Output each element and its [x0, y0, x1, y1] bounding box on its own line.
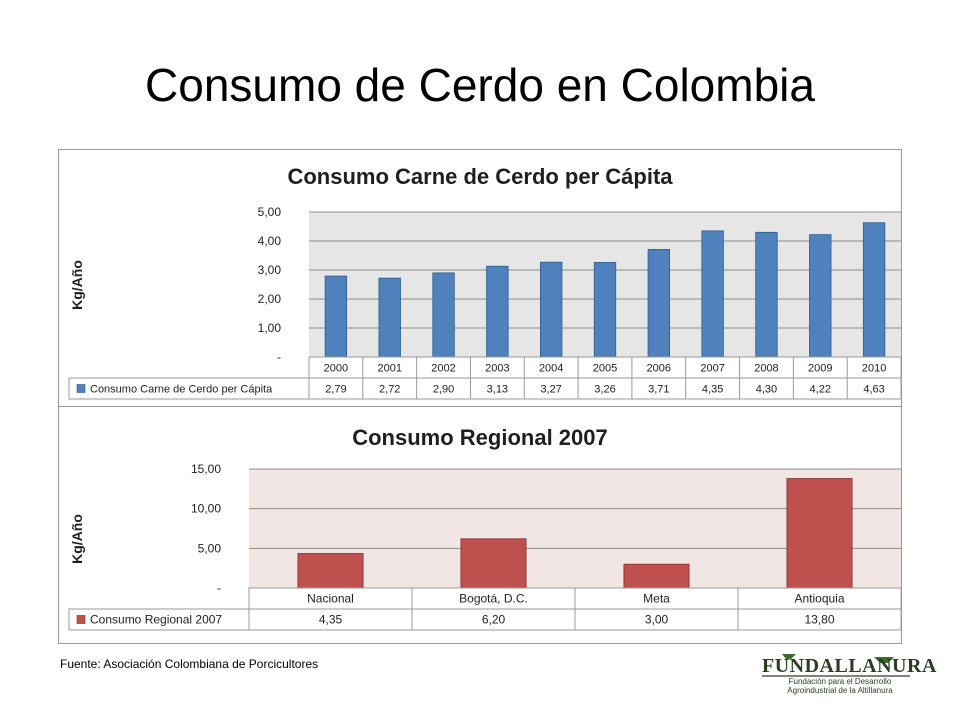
- bar: [378, 277, 401, 358]
- y-tick-label: 10,00: [191, 502, 221, 516]
- chart-title: Consumo Carne de Cerdo per Cápita: [287, 164, 673, 189]
- data-label: 4,30: [756, 384, 777, 396]
- category-label: 2003: [485, 363, 509, 375]
- category-label: Antioquia: [794, 592, 844, 606]
- legend-label: Consumo Carne de Cerdo per Cápita: [90, 384, 273, 396]
- logo-word: FUNDALLANURA: [762, 655, 937, 677]
- data-label: 2,90: [433, 384, 454, 396]
- data-label: 2,72: [379, 384, 400, 396]
- fundallanura-logo: FUNDALLANURA Fundación para el Desarroll…: [756, 653, 936, 699]
- y-tick-label: 3,00: [258, 263, 282, 277]
- bar: [862, 222, 886, 358]
- data-label: 13,80: [804, 613, 834, 627]
- category-label: 2010: [862, 363, 886, 375]
- y-tick-label: -: [217, 581, 221, 595]
- bar: [623, 563, 690, 589]
- category-label: 2001: [377, 363, 401, 375]
- logo-subtitle-line1: Fundación para el Desarrollo: [788, 677, 892, 686]
- category-label: Nacional: [307, 592, 354, 606]
- bar: [647, 249, 670, 358]
- data-label: 3,27: [540, 384, 561, 396]
- y-tick-label: 5,00: [258, 205, 282, 219]
- y-tick-label: 15,00: [191, 462, 221, 476]
- legend-key: [76, 615, 86, 624]
- logo-subtitle: Fundación para el Desarrollo Agroindustr…: [770, 677, 910, 695]
- source-note: Fuente: Asociación Colombiana de Porcicu…: [60, 657, 319, 671]
- category-label: 2008: [754, 363, 778, 375]
- data-label: 4,22: [810, 384, 831, 396]
- bar: [755, 231, 778, 358]
- category-label: 2000: [324, 363, 348, 375]
- category-label: 2006: [647, 363, 671, 375]
- y-tick-label: 2,00: [258, 292, 282, 306]
- y-tick-label: 5,00: [198, 541, 222, 555]
- logo-emblem-icon: [762, 654, 910, 677]
- data-label: 3,71: [648, 384, 669, 396]
- data-label: 4,35: [319, 613, 343, 627]
- data-label: 4,63: [863, 384, 884, 396]
- bar: [297, 553, 364, 589]
- bar: [540, 261, 563, 358]
- bar: [432, 272, 455, 358]
- category-label: Meta: [643, 592, 670, 606]
- logo-subtitle-line2: Agroindustrial de la Altillanura: [787, 686, 893, 695]
- chart-title: Consumo Regional 2007: [352, 425, 608, 450]
- chart-per-capita-svg: - 1,00 2,00 3,00 4,00 5,00 2000 2,79 2001 2,72 200…: [68, 205, 902, 400]
- category-label: Bogotá, D.C.: [459, 592, 528, 606]
- category-label: 2007: [700, 363, 724, 375]
- bar: [460, 538, 527, 589]
- category-label: 2005: [593, 363, 617, 375]
- category-label: 2004: [539, 363, 563, 375]
- legend-label: Consumo Regional 2007: [90, 613, 222, 627]
- bar: [593, 262, 617, 358]
- chart-per-capita: Consumo Carne de Cerdo per Cápita Kg/Año…: [58, 149, 902, 408]
- bar: [324, 275, 348, 358]
- data-label: 2,79: [325, 384, 346, 396]
- data-label: 3,00: [645, 613, 669, 627]
- y-tick-label: 1,00: [258, 321, 282, 335]
- category-label: 2002: [431, 363, 455, 375]
- bar: [486, 265, 509, 358]
- data-label: 3,13: [487, 384, 508, 396]
- y-tick-label: -: [277, 350, 281, 364]
- data-label: 6,20: [482, 613, 506, 627]
- chart-regional-svg: - 5,00 10,00 15,00 Nacional 4,35 Bogotá, D.C. 6…: [68, 462, 902, 631]
- bar: [809, 234, 832, 358]
- bar: [701, 230, 724, 358]
- chart-regional: Consumo Regional 2007 Kg/Año -5,00 10,00 1…: [58, 406, 902, 644]
- category-label: 2009: [808, 363, 832, 375]
- data-label: 4,35: [702, 384, 723, 396]
- legend-key: [76, 384, 86, 393]
- y-tick-label: 4,00: [258, 234, 282, 248]
- slide-title: Consumo de Cerdo en Colombia: [145, 59, 815, 111]
- data-label: 3,26: [594, 384, 615, 396]
- bar: [786, 478, 853, 589]
